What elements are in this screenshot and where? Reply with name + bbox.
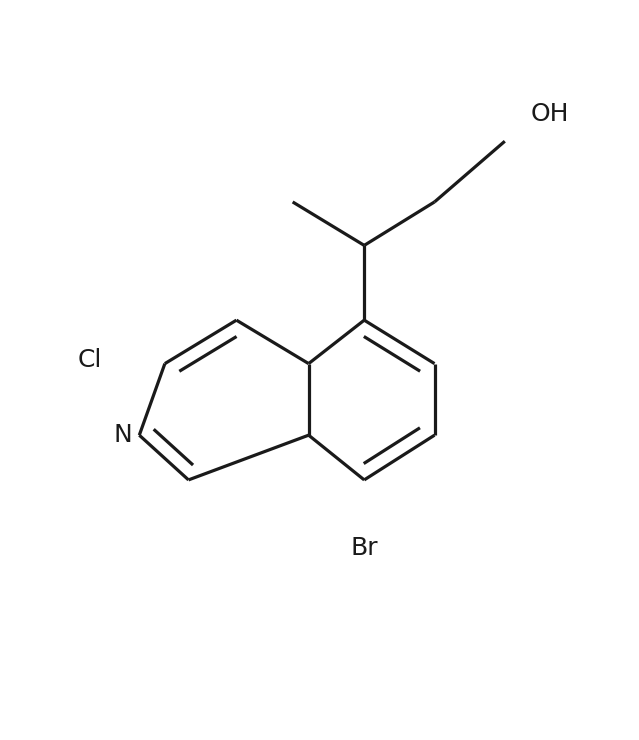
Text: OH: OH: [530, 102, 569, 127]
Text: Br: Br: [350, 536, 378, 559]
Text: Cl: Cl: [77, 349, 102, 372]
Text: N: N: [114, 423, 133, 447]
